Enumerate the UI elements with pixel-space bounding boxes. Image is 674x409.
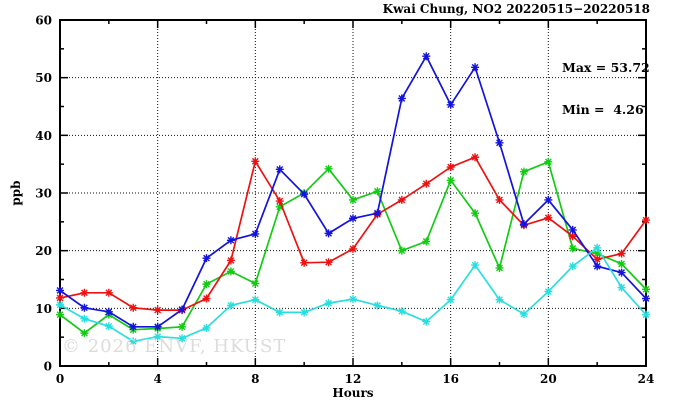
chart-title: Kwai Chung, NO2 20220515−20220518 xyxy=(382,2,650,16)
x-axis-title: Hours xyxy=(332,386,374,400)
max-value-label: Max = 53.72 xyxy=(562,60,650,75)
watermark: © 2026 ENVF, HKUST xyxy=(62,336,287,357)
x-tick-label: 4 xyxy=(153,372,161,386)
x-tick-label: 0 xyxy=(56,372,64,386)
series-markers-cyan xyxy=(56,243,650,346)
y-tick-label: 30 xyxy=(35,187,52,201)
max-min-annotation: Max = 53.72 Min = 4.26 xyxy=(562,33,650,145)
x-tick-label: 16 xyxy=(442,372,459,386)
series-markers-blue xyxy=(56,52,650,331)
y-tick-label: 0 xyxy=(44,360,52,374)
y-axis-title: ppb xyxy=(9,180,23,206)
x-tick-label: 20 xyxy=(540,372,557,386)
y-tick-label: 60 xyxy=(35,14,52,28)
x-tick-label: 12 xyxy=(345,372,362,386)
x-tick-label: 24 xyxy=(638,372,655,386)
y-tick-label: 10 xyxy=(35,302,52,316)
min-value-label: Min = 4.26 xyxy=(562,102,644,117)
x-tick-label: 8 xyxy=(251,372,259,386)
y-tick-label: 50 xyxy=(35,71,52,85)
y-tick-label: 40 xyxy=(35,129,52,143)
y-tick-label: 20 xyxy=(35,244,52,258)
